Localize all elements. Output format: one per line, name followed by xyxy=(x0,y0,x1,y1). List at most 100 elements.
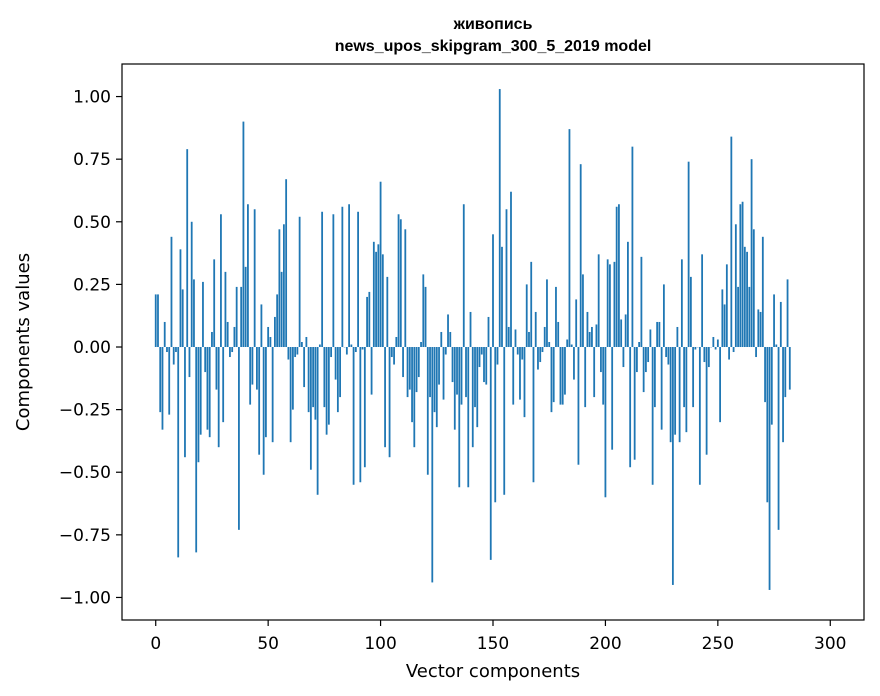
bar xyxy=(282,224,285,348)
bar xyxy=(636,347,638,373)
bar xyxy=(638,342,641,348)
x-tick-label: 100 xyxy=(364,634,396,654)
bar xyxy=(716,339,719,348)
bar xyxy=(512,347,515,405)
bar xyxy=(449,331,452,348)
bar xyxy=(665,347,668,358)
bar xyxy=(550,347,553,413)
bar xyxy=(588,331,591,348)
bar xyxy=(671,347,674,585)
bar xyxy=(719,347,721,423)
bar xyxy=(532,347,535,483)
bar xyxy=(253,209,256,348)
bar xyxy=(294,347,297,358)
bar xyxy=(422,274,425,348)
bar xyxy=(440,331,443,348)
bar xyxy=(325,347,328,435)
bar xyxy=(188,347,191,378)
bar xyxy=(190,221,193,348)
bar xyxy=(492,234,494,348)
bar xyxy=(361,347,364,350)
bar xyxy=(656,321,659,348)
bar xyxy=(752,229,755,348)
bar xyxy=(480,347,483,355)
bar xyxy=(447,314,449,348)
bar xyxy=(602,347,605,405)
bar xyxy=(184,347,186,458)
bar xyxy=(622,347,625,368)
bar xyxy=(208,347,211,438)
bar xyxy=(179,249,182,348)
bar xyxy=(613,261,616,348)
bar xyxy=(786,279,789,348)
bar xyxy=(516,347,519,355)
bar xyxy=(777,347,780,530)
bar xyxy=(339,347,341,398)
bar xyxy=(305,336,308,348)
bar xyxy=(312,347,315,408)
chart-subtitle: news_upos_skipgram_300_5_2019 model xyxy=(335,38,652,55)
y-tick-label: 0.00 xyxy=(73,338,111,358)
bar xyxy=(438,347,440,385)
bar xyxy=(222,347,225,423)
bar xyxy=(280,271,283,348)
bar xyxy=(372,241,375,348)
bar xyxy=(595,324,598,348)
bar xyxy=(788,347,791,390)
bar xyxy=(298,216,301,347)
bar xyxy=(231,347,234,353)
bar xyxy=(784,347,787,398)
bar xyxy=(575,299,578,348)
x-axis-ticks: 0 50 100 150 200 250 300 xyxy=(150,620,846,654)
bar xyxy=(408,347,411,390)
bar xyxy=(420,342,422,348)
bar xyxy=(494,347,497,503)
x-tick-label: 200 xyxy=(589,634,621,654)
bar xyxy=(300,342,303,348)
bar xyxy=(303,347,306,388)
bar xyxy=(181,289,184,348)
bar xyxy=(620,319,623,348)
bar xyxy=(429,347,431,398)
bar xyxy=(417,347,420,378)
bar xyxy=(485,347,488,385)
bar xyxy=(345,347,348,355)
bar xyxy=(528,331,530,348)
bar xyxy=(734,224,737,348)
y-tick-label: −0.50 xyxy=(59,463,111,483)
bar xyxy=(627,241,629,348)
bar xyxy=(555,286,557,348)
bar xyxy=(289,347,292,443)
bar xyxy=(235,286,238,348)
bar xyxy=(157,294,159,347)
bar xyxy=(406,347,409,398)
bar xyxy=(645,347,647,373)
bar xyxy=(737,286,739,348)
bar xyxy=(539,347,542,363)
bar xyxy=(503,347,506,495)
bar xyxy=(375,251,377,348)
bar xyxy=(238,347,240,530)
bar xyxy=(307,347,310,413)
bar xyxy=(170,236,173,348)
bar xyxy=(370,347,373,395)
bar xyxy=(224,271,227,348)
bar xyxy=(233,326,236,348)
bar xyxy=(773,294,775,347)
bar xyxy=(413,347,416,448)
bar xyxy=(379,181,382,348)
bar xyxy=(543,326,546,348)
bar xyxy=(291,347,294,410)
bar xyxy=(761,236,764,348)
bar xyxy=(251,347,254,385)
bar xyxy=(534,311,537,348)
bar xyxy=(244,266,247,347)
bar xyxy=(433,347,436,413)
bar xyxy=(600,347,602,373)
bar xyxy=(256,347,258,390)
bar xyxy=(609,264,611,348)
y-tick-label: −1.00 xyxy=(59,588,111,608)
bar xyxy=(683,347,686,408)
bar xyxy=(193,279,195,348)
bar xyxy=(570,344,573,347)
